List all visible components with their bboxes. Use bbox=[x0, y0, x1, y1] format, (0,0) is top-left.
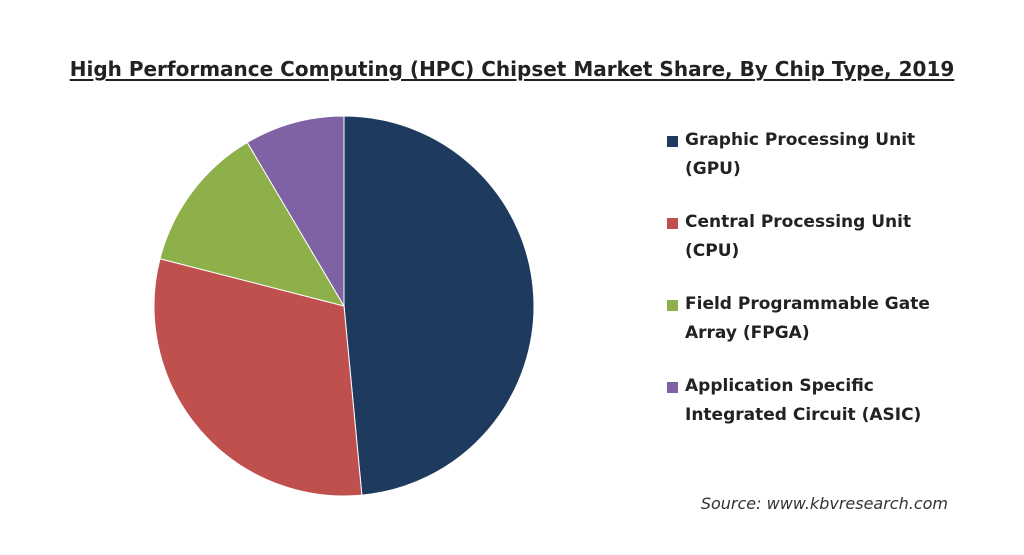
pie-slice-1 bbox=[343, 115, 535, 496]
pie-slice-3 bbox=[159, 141, 346, 307]
pie-slice-4 bbox=[246, 115, 345, 308]
legend-label: Graphic Processing Unit (GPU) bbox=[685, 130, 916, 179]
source-note: Source: www.kbvresearch.com bbox=[700, 494, 948, 513]
legend-item: Graphic Processing Unit (GPU) bbox=[665, 126, 965, 184]
legend-item: Application Specific Integrated Circuit … bbox=[665, 372, 965, 430]
legend-swatch bbox=[667, 218, 678, 229]
legend-label: Application Specific Integrated Circuit … bbox=[685, 376, 922, 425]
chart-title: High Performance Computing (HPC) Chipset… bbox=[69, 57, 955, 81]
legend-item: Field Programmable Gate Array (FPGA) bbox=[665, 290, 965, 348]
legend-swatch bbox=[667, 382, 678, 393]
legend-label: Field Programmable Gate Array (FPGA) bbox=[685, 294, 930, 343]
legend-item: Central Processing Unit (CPU) bbox=[665, 208, 965, 266]
chart-legend: Graphic Processing Unit (GPU) Central Pro… bbox=[665, 126, 965, 454]
legend-swatch bbox=[667, 136, 678, 147]
pie-slice-2 bbox=[153, 258, 363, 497]
legend-label: Central Processing Unit (CPU) bbox=[685, 212, 912, 261]
legend-swatch bbox=[667, 300, 678, 311]
